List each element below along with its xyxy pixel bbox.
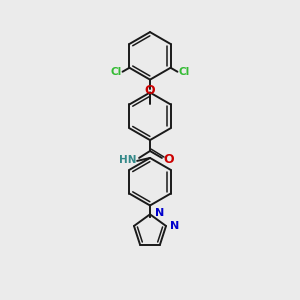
Text: O: O [164,153,175,167]
Text: N: N [170,221,179,231]
Text: HN: HN [118,155,136,165]
Text: Cl: Cl [178,67,190,77]
Text: N: N [155,208,164,218]
Text: Cl: Cl [110,67,122,77]
Text: O: O [145,84,155,97]
